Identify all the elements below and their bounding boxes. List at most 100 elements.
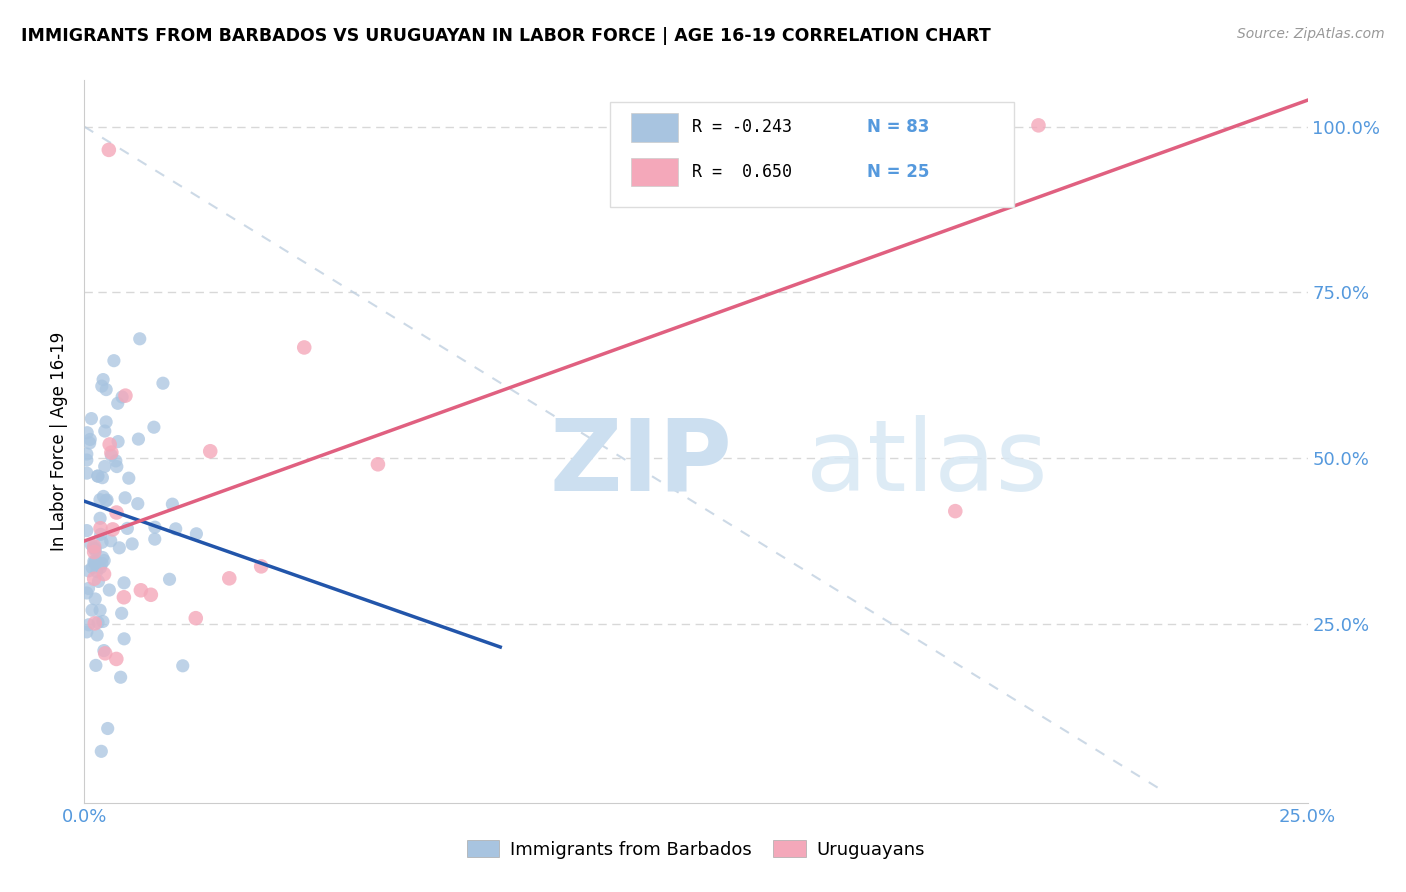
Point: [80, 411, 103, 425]
Point: [84, 658, 107, 673]
Point: [91, 471, 114, 485]
FancyBboxPatch shape: [631, 158, 678, 186]
Point: [165, 522, 187, 536]
Point: [94, 646, 117, 660]
Point: [93, 490, 115, 504]
Point: [86, 628, 108, 642]
Point: [139, 588, 162, 602]
Point: [105, 506, 128, 520]
Point: [98, 437, 121, 451]
Point: [77, 617, 100, 632]
Point: [93, 643, 115, 657]
Point: [159, 572, 181, 586]
Point: [100, 533, 122, 548]
Point: [90, 379, 112, 393]
Point: [83, 541, 105, 555]
Point: [93, 553, 115, 567]
Point: [83, 541, 105, 556]
Point: [108, 541, 131, 555]
Point: [84, 554, 107, 568]
Point: [91, 557, 114, 571]
Y-axis label: In Labor Force | Age 16-19: In Labor Force | Age 16-19: [51, 332, 69, 551]
Point: [114, 389, 136, 403]
Point: [98, 582, 121, 597]
Point: [121, 537, 143, 551]
Point: [80, 603, 103, 617]
Point: [107, 396, 129, 410]
Point: [84, 543, 107, 558]
Point: [94, 493, 117, 508]
Point: [87, 615, 110, 630]
Point: [367, 458, 389, 472]
Point: [97, 722, 120, 736]
Point: [104, 454, 127, 468]
Point: [76, 524, 98, 538]
Text: R =  0.650: R = 0.650: [692, 163, 793, 181]
Text: atlas: atlas: [806, 415, 1047, 512]
Point: [89, 511, 111, 525]
Point: [100, 448, 122, 462]
Point: [107, 434, 129, 449]
FancyBboxPatch shape: [631, 112, 678, 142]
Text: N = 25: N = 25: [868, 163, 929, 181]
Point: [1028, 119, 1050, 133]
Point: [79, 436, 101, 450]
Point: [76, 425, 98, 440]
Point: [110, 670, 132, 684]
Point: [186, 526, 208, 541]
Point: [77, 564, 100, 578]
Point: [89, 603, 111, 617]
Point: [111, 607, 134, 621]
Point: [87, 469, 110, 483]
Point: [129, 583, 152, 598]
Point: [184, 611, 207, 625]
Point: [292, 341, 315, 355]
Point: [143, 520, 166, 534]
Text: N = 83: N = 83: [868, 119, 929, 136]
Point: [101, 522, 124, 536]
Point: [83, 545, 105, 559]
Point: [112, 591, 135, 605]
Point: [250, 559, 273, 574]
Point: [162, 497, 184, 511]
Point: [127, 497, 149, 511]
Point: [83, 539, 105, 553]
Point: [142, 420, 165, 434]
Point: [96, 383, 118, 397]
Point: [172, 658, 194, 673]
Point: [218, 571, 240, 585]
Text: ZIP: ZIP: [550, 415, 733, 512]
Point: [93, 567, 115, 582]
Point: [97, 143, 120, 157]
Point: [111, 390, 134, 404]
Point: [89, 521, 111, 535]
Text: R = -0.243: R = -0.243: [692, 119, 793, 136]
Point: [91, 615, 114, 629]
Point: [90, 744, 112, 758]
Point: [89, 492, 111, 507]
Point: [94, 415, 117, 429]
Point: [83, 556, 105, 570]
Point: [200, 444, 222, 458]
Point: [86, 565, 108, 579]
Point: [96, 493, 118, 508]
Point: [76, 624, 98, 639]
Point: [76, 447, 98, 461]
Text: Source: ZipAtlas.com: Source: ZipAtlas.com: [1237, 27, 1385, 41]
Point: [117, 521, 139, 535]
Point: [118, 471, 141, 485]
Point: [77, 582, 100, 596]
Text: IMMIGRANTS FROM BARBADOS VS URUGUAYAN IN LABOR FORCE | AGE 16-19 CORRELATION CHA: IMMIGRANTS FROM BARBADOS VS URUGUAYAN IN…: [21, 27, 991, 45]
Point: [943, 504, 966, 518]
Point: [152, 376, 174, 391]
Point: [76, 453, 98, 467]
FancyBboxPatch shape: [610, 102, 1014, 207]
Point: [91, 535, 114, 549]
Point: [80, 537, 103, 551]
Point: [105, 652, 128, 666]
Point: [112, 632, 135, 646]
Point: [105, 459, 128, 474]
Point: [83, 616, 105, 631]
Point: [91, 550, 114, 565]
Point: [82, 560, 104, 574]
